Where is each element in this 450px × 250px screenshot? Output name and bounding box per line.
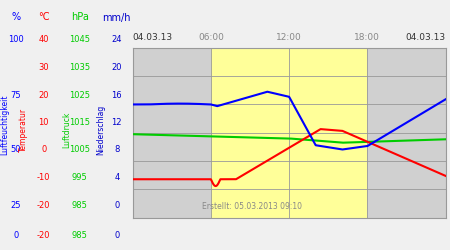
Text: mm/h: mm/h: [103, 12, 131, 22]
Text: Luftfeuchtigkeit: Luftfeuchtigkeit: [0, 95, 9, 155]
Text: Erstellt: 05.03.2013 09:10: Erstellt: 05.03.2013 09:10: [202, 202, 302, 211]
Text: -20: -20: [37, 200, 50, 209]
Text: 0: 0: [114, 230, 119, 239]
Text: 1045: 1045: [69, 36, 90, 44]
Text: 0: 0: [114, 200, 119, 209]
Text: 1035: 1035: [69, 63, 90, 72]
Text: Temperatur: Temperatur: [19, 108, 28, 152]
Text: Luftdruck: Luftdruck: [62, 112, 71, 148]
Text: 1015: 1015: [69, 118, 90, 127]
Text: 25: 25: [11, 200, 21, 209]
Text: 4: 4: [114, 173, 119, 182]
Text: 20: 20: [112, 63, 122, 72]
Text: 985: 985: [72, 200, 88, 209]
Text: 8: 8: [114, 146, 120, 154]
Text: °C: °C: [38, 12, 50, 22]
Text: 24: 24: [112, 36, 122, 44]
Text: 12:00: 12:00: [276, 34, 302, 42]
Text: 1025: 1025: [69, 90, 90, 100]
Text: -20: -20: [37, 230, 50, 239]
Text: hPa: hPa: [71, 12, 89, 22]
Text: 995: 995: [72, 173, 87, 182]
Text: 10: 10: [39, 118, 49, 127]
Text: 12: 12: [112, 118, 122, 127]
Text: -10: -10: [37, 173, 50, 182]
Text: 0: 0: [14, 230, 18, 239]
Text: 16: 16: [112, 90, 122, 100]
Text: 20: 20: [39, 90, 49, 100]
Text: %: %: [11, 12, 21, 22]
Text: 75: 75: [11, 90, 21, 100]
Bar: [211, 48, 367, 217]
Text: 50: 50: [11, 146, 21, 154]
Text: Niederschlag: Niederschlag: [96, 105, 105, 155]
Text: 40: 40: [39, 36, 49, 44]
Text: 04.03.13: 04.03.13: [405, 34, 446, 42]
Text: 100: 100: [8, 36, 24, 44]
Text: 1005: 1005: [69, 146, 90, 154]
Text: 06:00: 06:00: [198, 34, 224, 42]
Text: 04.03.13: 04.03.13: [133, 34, 173, 42]
Text: 30: 30: [39, 63, 49, 72]
Text: 0: 0: [41, 146, 46, 154]
Text: 18:00: 18:00: [355, 34, 380, 42]
Text: 985: 985: [72, 230, 88, 239]
